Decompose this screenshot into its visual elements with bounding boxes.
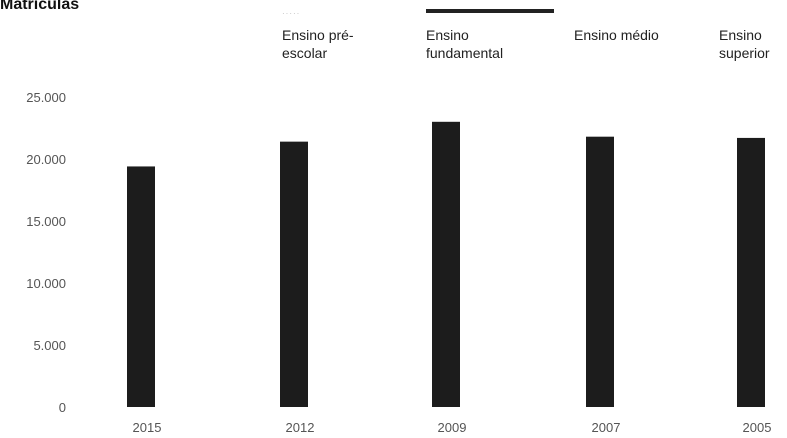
legend-item-preescolar: Ensino pré- escolar bbox=[282, 26, 392, 62]
bar-2012 bbox=[280, 141, 308, 407]
y-tick-label: 0 bbox=[59, 400, 66, 415]
y-tick-label: 5.000 bbox=[33, 338, 66, 353]
bar-2009 bbox=[432, 121, 460, 408]
y-tick-label: 25.000 bbox=[26, 90, 66, 105]
legend-label-superior-line2: superior bbox=[719, 45, 770, 61]
bar-2015 bbox=[127, 166, 155, 407]
bar-2005 bbox=[737, 137, 765, 408]
legend-label-medio: Ensino médio bbox=[574, 27, 659, 43]
y-tick-label: 20.000 bbox=[26, 152, 66, 167]
legend-label-preescolar-line2: escolar bbox=[282, 45, 328, 61]
x-tick-label: 2009 bbox=[438, 420, 467, 435]
x-tick-label: 2012 bbox=[286, 420, 315, 435]
legend-item-medio: Ensino médio bbox=[574, 26, 694, 44]
legend-swatch-highlight bbox=[426, 9, 554, 13]
x-tick-label: 2005 bbox=[743, 420, 772, 435]
bar-2007 bbox=[586, 136, 614, 407]
legend-label-superior-line1: Ensino bbox=[719, 27, 762, 43]
y-tick-label: 15.000 bbox=[26, 214, 66, 229]
legend-item-superior: Ensino superior bbox=[719, 26, 787, 62]
legend-item-fundamental: Ensino fundamental bbox=[426, 26, 546, 62]
x-tick-label: 2007 bbox=[592, 420, 621, 435]
legend-faint-mark: ····· bbox=[282, 9, 301, 18]
x-tick-label: 2015 bbox=[133, 420, 162, 435]
chart-title: Matrículas bbox=[0, 0, 80, 13]
legend-label-fundamental-line2: fundamental bbox=[426, 45, 504, 61]
y-tick-label: 10.000 bbox=[26, 276, 66, 291]
legend-label-fundamental-line1: Ensino bbox=[426, 27, 469, 43]
legend-label-preescolar-line1: Ensino pré- bbox=[282, 27, 354, 43]
